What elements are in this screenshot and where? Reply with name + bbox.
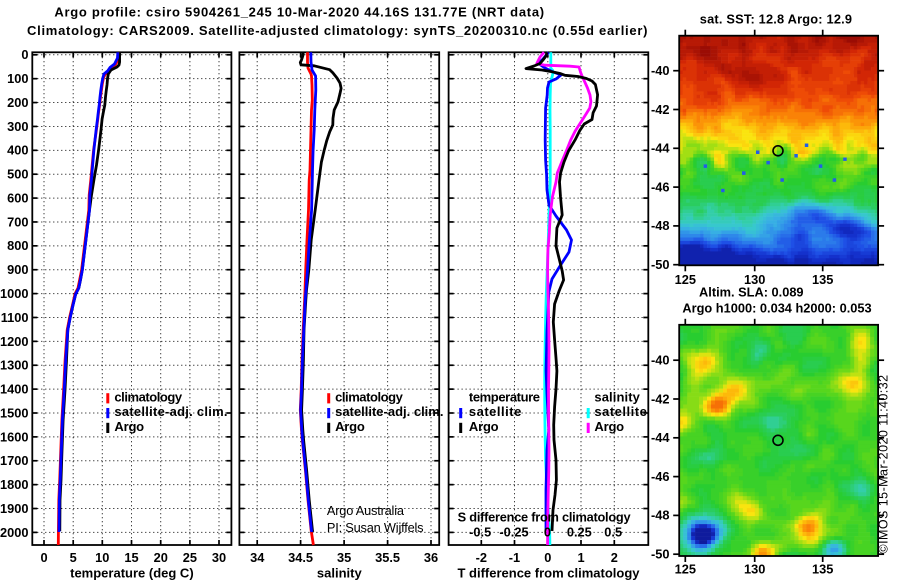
svg-text:satellite: satellite — [469, 404, 522, 419]
svg-text:Argo profile: csiro 5904261_24: Argo profile: csiro 5904261_245 10-Mar-2… — [54, 5, 544, 20]
svg-text:-0.25: -0.25 — [499, 525, 528, 540]
svg-text:-0.5: -0.5 — [469, 525, 491, 540]
svg-text:Argo Australia: Argo Australia — [327, 503, 405, 518]
svg-text:Altim. SLA: 0.089: Altim. SLA: 0.089 — [699, 284, 804, 299]
svg-text:36: 36 — [424, 550, 438, 565]
svg-text:35.5: 35.5 — [375, 550, 400, 565]
svg-text:-48: -48 — [651, 218, 670, 233]
svg-text:34.5: 34.5 — [288, 550, 313, 565]
svg-text:700: 700 — [7, 214, 28, 229]
svg-text:20: 20 — [154, 550, 168, 565]
svg-text:1800: 1800 — [0, 477, 28, 492]
svg-text:0: 0 — [21, 47, 28, 62]
svg-text:-46: -46 — [651, 179, 670, 194]
svg-text:1600: 1600 — [0, 429, 28, 444]
svg-text:-42: -42 — [651, 102, 670, 117]
svg-text:500: 500 — [7, 167, 28, 182]
svg-text:Argo: Argo — [594, 419, 624, 434]
svg-text:400: 400 — [7, 143, 28, 158]
svg-text:25: 25 — [183, 550, 197, 565]
svg-text:satellite: satellite — [594, 404, 647, 419]
svg-text:-40: -40 — [651, 353, 670, 368]
svg-text:-44: -44 — [651, 430, 670, 445]
svg-text:34: 34 — [250, 550, 265, 565]
svg-text:1500: 1500 — [0, 405, 28, 420]
svg-text:0.25: 0.25 — [567, 525, 592, 540]
svg-text:sat. SST: 12.8 Argo: 12.9: sat. SST: 12.8 Argo: 12.9 — [700, 12, 852, 27]
svg-text:Argo: Argo — [335, 419, 365, 434]
svg-text:-44: -44 — [651, 141, 670, 156]
svg-text:S difference from climatology: S difference from climatology — [458, 509, 632, 524]
svg-text:0: 0 — [40, 550, 47, 565]
svg-text:-1: -1 — [509, 550, 520, 565]
svg-text:salinity: salinity — [594, 389, 640, 404]
svg-text:0: 0 — [544, 550, 551, 565]
svg-text:1400: 1400 — [0, 382, 28, 397]
svg-text:satellite-adj. clim.: satellite-adj. clim. — [335, 404, 443, 419]
svg-text:1000: 1000 — [0, 286, 28, 301]
svg-text:0.5: 0.5 — [604, 525, 622, 540]
svg-text:5: 5 — [70, 550, 77, 565]
svg-text:Climatology: CARS2009. Satelli: Climatology: CARS2009. Satellite-adjuste… — [27, 23, 648, 38]
svg-text:800: 800 — [7, 238, 28, 253]
svg-text:135: 135 — [812, 562, 833, 577]
svg-text:Argo h1000: 0.034 h2000: 0.053: Argo h1000: 0.034 h2000: 0.053 — [682, 300, 871, 315]
svg-text:T difference from climatology: T difference from climatology — [457, 566, 640, 581]
svg-text:2: 2 — [611, 550, 618, 565]
svg-text:-50: -50 — [651, 547, 670, 562]
svg-text:temperature (deg C): temperature (deg C) — [70, 566, 194, 581]
svg-text:135: 135 — [812, 272, 833, 287]
svg-text:1700: 1700 — [0, 453, 28, 468]
svg-text:-42: -42 — [651, 391, 670, 406]
svg-text:35: 35 — [337, 550, 351, 565]
svg-text:climatology: climatology — [335, 389, 404, 404]
svg-text:satellite-adj. clim.: satellite-adj. clim. — [114, 404, 227, 419]
svg-text:100: 100 — [7, 71, 28, 86]
svg-text:0: 0 — [544, 525, 551, 540]
svg-text:PI: Susan Wijffels: PI: Susan Wijffels — [327, 520, 423, 535]
svg-text:1200: 1200 — [0, 334, 28, 349]
svg-text:Argo: Argo — [469, 419, 499, 434]
svg-text:2000: 2000 — [0, 525, 28, 540]
svg-text:©IMOS 15-Mar-2020 11:40:32: ©IMOS 15-Mar-2020 11:40:32 — [877, 374, 891, 553]
svg-text:salinity: salinity — [317, 566, 363, 581]
svg-text:1100: 1100 — [1, 310, 29, 325]
svg-text:-50: -50 — [651, 257, 670, 272]
svg-text:-40: -40 — [651, 63, 670, 78]
svg-text:Argo: Argo — [114, 419, 144, 434]
svg-text:-46: -46 — [651, 469, 670, 484]
svg-text:1900: 1900 — [0, 501, 28, 516]
svg-text:300: 300 — [7, 119, 28, 134]
svg-text:130: 130 — [744, 562, 765, 577]
svg-text:climatology: climatology — [114, 389, 183, 404]
svg-text:125: 125 — [675, 562, 696, 577]
svg-text:125: 125 — [675, 272, 696, 287]
svg-text:1: 1 — [577, 550, 584, 565]
svg-text:1300: 1300 — [0, 358, 28, 373]
svg-text:temperature: temperature — [469, 389, 540, 404]
svg-text:10: 10 — [95, 550, 109, 565]
svg-text:900: 900 — [7, 262, 28, 277]
svg-text:-48: -48 — [651, 508, 670, 523]
svg-text:600: 600 — [7, 191, 28, 206]
svg-text:30: 30 — [212, 550, 226, 565]
svg-text:200: 200 — [7, 95, 28, 110]
svg-text:-2: -2 — [476, 550, 487, 565]
svg-text:15: 15 — [124, 550, 138, 565]
svg-text:130: 130 — [744, 272, 765, 287]
